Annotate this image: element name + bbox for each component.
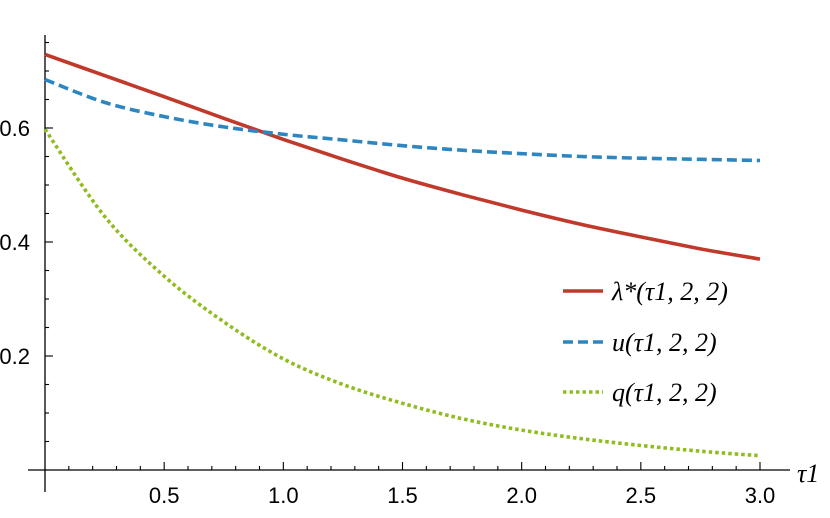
axes — [28, 35, 790, 492]
series-line-1 — [44, 77, 761, 163]
series-line-0 — [44, 52, 761, 261]
y-tick-label: 0.4 — [0, 230, 30, 255]
y-tick-label: 0.2 — [0, 344, 30, 369]
x-tick-label: 0.5 — [149, 483, 180, 508]
legend: λ*(τ1, 2, 2) u(τ1, 2, 2) q(τ1, 2, 2) — [563, 277, 728, 407]
x-tick-label: 3.0 — [745, 483, 776, 508]
ticks: 0.5 1.0 1.5 2.0 2.5 3.0 0.2 0.4 0.6 — [0, 41, 776, 508]
x-axis-label: τ1 — [797, 459, 819, 488]
legend-label: λ*(τ1, 2, 2) — [611, 277, 728, 306]
x-tick-label: 1.5 — [387, 483, 418, 508]
series-layer — [43, 52, 761, 458]
x-tick-label: 2.5 — [626, 483, 657, 508]
series-line-2 — [43, 128, 761, 458]
x-tick-label: 1.0 — [268, 483, 299, 508]
y-tick-label: 0.6 — [0, 116, 30, 141]
legend-label: u(τ1, 2, 2) — [612, 328, 717, 357]
legend-label: q(τ1, 2, 2) — [612, 378, 717, 407]
x-tick-label: 2.0 — [506, 483, 537, 508]
